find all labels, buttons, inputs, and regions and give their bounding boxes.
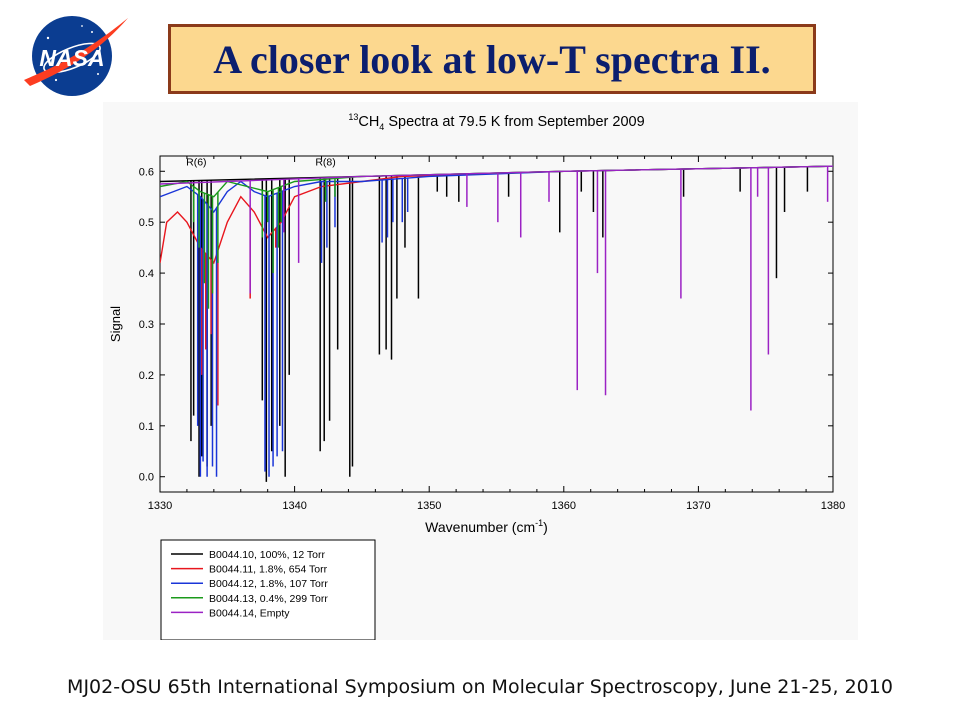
x-tick-label: 1380 xyxy=(821,500,845,512)
y-tick-label: 0.0 xyxy=(139,472,154,484)
x-axis-label-exponent: -1 xyxy=(535,518,543,528)
nasa-logo-chevron xyxy=(24,18,128,86)
slide-footer: MJ02-OSU 65th International Symposium on… xyxy=(67,676,893,698)
series-baseline-3 xyxy=(160,165,833,214)
legend-label: B0044.13, 0.4%, 299 Torr xyxy=(209,593,328,605)
slide-title: A closer look at low-T spectra II. xyxy=(213,36,771,82)
y-tick-label: 0.4 xyxy=(139,268,154,280)
title-banner: A closer look at low-T spectra II. xyxy=(168,24,816,94)
legend-label: B0044.10, 100%, 12 Torr xyxy=(209,549,325,561)
series-baseline-5 xyxy=(160,165,833,185)
chart-title-isotope: 13 xyxy=(348,112,358,122)
legend-label: B0044.11, 1.8%, 654 Torr xyxy=(209,564,328,576)
chart-title: 13CH4 Spectra at 79.5 K from September 2… xyxy=(348,112,644,132)
y-tick-label: 0.1 xyxy=(139,421,154,433)
nasa-logo-text: NASA xyxy=(39,45,104,71)
nasa-meatball-icon: NASA xyxy=(24,16,128,96)
x-tick-label: 1330 xyxy=(148,500,172,512)
x-tick-label: 1350 xyxy=(417,500,441,512)
series-group xyxy=(160,165,833,482)
y-axis-label: Signal xyxy=(108,306,123,342)
y-tick-label: 0.5 xyxy=(139,217,154,229)
plot-frame xyxy=(159,155,834,493)
legend-box xyxy=(160,539,376,640)
chart-title-subscript: 4 xyxy=(379,122,384,132)
x-axis-label: Wavenumber (cm-1) xyxy=(425,518,548,535)
annotation-2: R(8) xyxy=(315,157,335,169)
nasa-logo: NASA xyxy=(22,10,132,102)
y-tick-label: 0.3 xyxy=(139,319,154,331)
plot-panel: 13CH4 Spectra at 79.5 K from September 2… xyxy=(103,102,858,640)
annotation-1: R(6) xyxy=(186,157,206,169)
x-axis-label-close: ) xyxy=(543,519,548,535)
x-tick-label: 1360 xyxy=(552,500,576,512)
x-tick-label: 1340 xyxy=(282,500,306,512)
series-baseline-4 xyxy=(160,165,833,198)
chart-title-text: Spectra at 79.5 K from September 2009 xyxy=(384,114,644,130)
legend-label: B0044.12, 1.8%, 107 Torr xyxy=(209,578,328,590)
y-tick-label: 0.6 xyxy=(139,166,154,178)
spectra-chart: 13CH4 Spectra at 79.5 K from September 2… xyxy=(108,112,845,640)
nasa-logo-circle xyxy=(32,16,112,96)
x-axis-label-text: Wavenumber (cm xyxy=(425,519,535,535)
legend-label: B0044.14, Empty xyxy=(209,607,290,619)
y-tick-label: 0.2 xyxy=(139,370,154,382)
chart-title-molecule: CH xyxy=(358,114,379,130)
x-tick-label: 1370 xyxy=(686,500,710,512)
